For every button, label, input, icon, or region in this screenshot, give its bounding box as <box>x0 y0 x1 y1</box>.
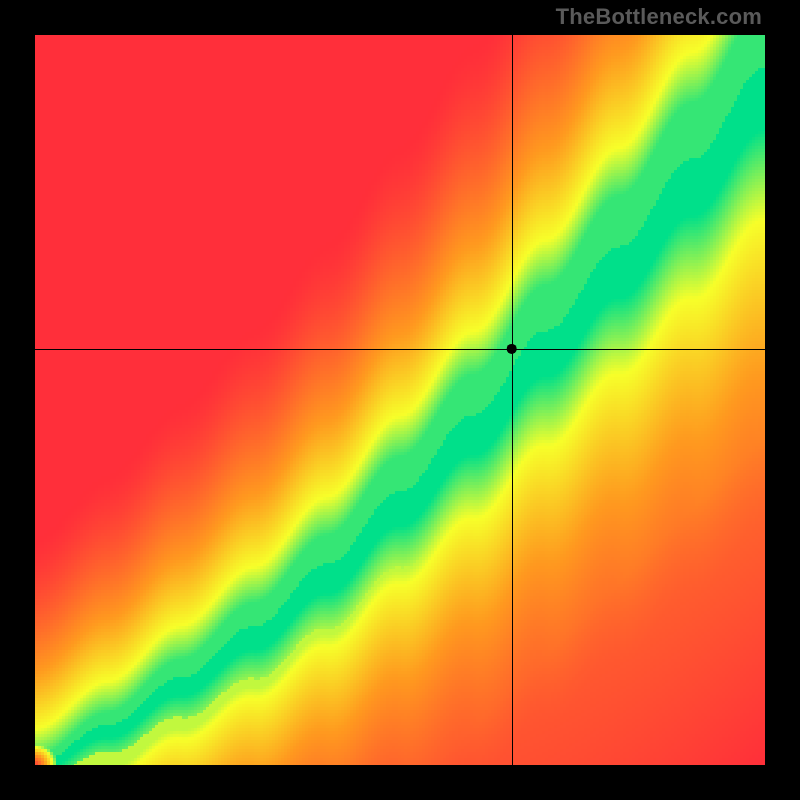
bottleneck-heatmap-chart: TheBottleneck.com <box>0 0 800 800</box>
watermark-text: TheBottleneck.com <box>556 4 762 30</box>
crosshair-overlay <box>35 35 765 765</box>
